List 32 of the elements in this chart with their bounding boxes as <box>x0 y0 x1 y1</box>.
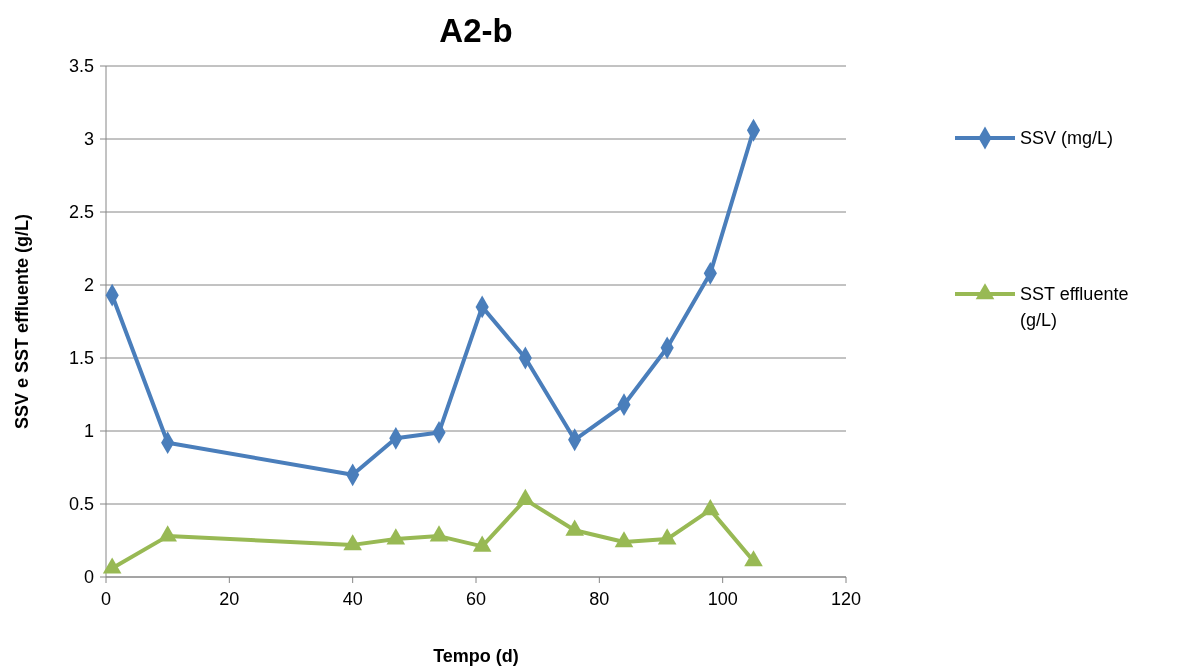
legend-label: SST effluente (g/L) <box>1020 284 1129 330</box>
point <box>565 519 584 536</box>
x-tick-label: 0 <box>100 589 112 609</box>
chart-title: A2-b <box>439 12 513 49</box>
x-tick-label: 120 <box>830 589 862 609</box>
point <box>429 525 449 542</box>
point <box>158 525 177 542</box>
point <box>614 531 634 548</box>
y-axis-title: SSV e SST effluente (g/L) <box>12 213 32 430</box>
point <box>701 499 720 516</box>
point <box>343 534 362 551</box>
x-tick-label: 40 <box>342 589 363 609</box>
x-tick-label: 20 <box>219 589 240 609</box>
point <box>516 488 535 505</box>
y-tick-label: 3 <box>83 129 94 150</box>
x-tick-label: 60 <box>465 589 487 609</box>
point <box>744 550 763 567</box>
y-tick-label: 1.5 <box>68 348 94 369</box>
point <box>386 528 406 545</box>
point <box>472 535 492 552</box>
x-tick-label: 80 <box>589 589 610 609</box>
y-tick-label: 2.5 <box>68 202 94 223</box>
legend-label: SSV (mg/L) <box>1020 128 1114 149</box>
y-tick-label: 1 <box>83 421 94 442</box>
x-axis-title: Tempo (d) <box>433 646 519 666</box>
point <box>102 557 122 574</box>
y-tick-label: 0.5 <box>68 494 94 515</box>
y-tick-label: 0 <box>83 567 94 588</box>
point <box>657 528 677 545</box>
y-tick-label: 3.5 <box>68 56 94 77</box>
x-tick-label: 100 <box>707 589 738 609</box>
y-tick-label: 2 <box>83 275 94 296</box>
